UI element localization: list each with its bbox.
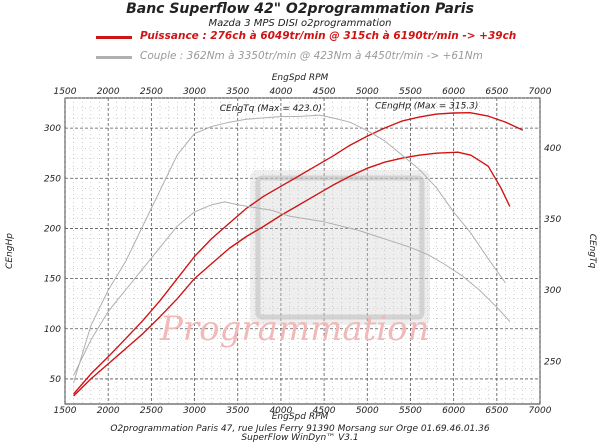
x-axis-title-top: EngSpd RPM <box>272 73 329 83</box>
x-tick-label-bottom: 3000 <box>183 406 206 416</box>
x-tick-label-bottom: 3500 <box>226 406 249 416</box>
y-right-tick-label: 300 <box>544 286 561 296</box>
backdrop-frame <box>255 175 425 320</box>
page-subtitle: Mazda 3 MPS DISI o2programmation <box>208 18 392 29</box>
y-right-tick-label: 350 <box>544 215 561 225</box>
y-axis-left-title: CEngHp <box>5 233 15 269</box>
series-line-torque-stock <box>73 201 511 376</box>
annotations: CEngHp (Max = 315.3) CEngTq (Max = 423.0) <box>220 102 479 114</box>
x-tick-label-top: 5000 <box>356 87 379 97</box>
legend-torque-label: Couple : 362Nm à 3350tr/min @ 423Nm à 44… <box>140 50 483 62</box>
x-tick-label-top: 2000 <box>97 87 120 97</box>
x-tick-label-bottom: 6500 <box>485 406 508 416</box>
annotation-torque-tuned: CEngTq (Max = 423.0) <box>220 104 322 114</box>
x-tick-label-top: 6500 <box>485 87 508 97</box>
watermark: Programmation <box>159 309 430 349</box>
plot-area <box>64 97 541 405</box>
series-line-power-tuned <box>73 111 523 395</box>
y-left-tick-label: 300 <box>44 124 61 134</box>
backdrop-panel <box>250 170 430 325</box>
x-tick-label-top: 7000 <box>529 87 552 97</box>
x-axis-title-bottom: EngSpd RPM <box>272 412 329 422</box>
legend-torque-swatch <box>96 56 132 59</box>
footer-software: SuperFlow WinDyn™ V3.1 <box>241 433 359 443</box>
x-tick-label-bottom: 2000 <box>97 406 120 416</box>
annotation-power-tuned: CEngHp (Max = 315.3) <box>375 102 478 112</box>
footer-address: O2programmation Paris 47, rue Jules Ferr… <box>110 424 490 434</box>
y-left-tick-label: 50 <box>50 375 62 385</box>
series-line-torque-tuned <box>73 114 506 383</box>
x-tick-label-top: 6000 <box>442 87 465 97</box>
x-tick-label-bottom: 4000 <box>269 406 292 416</box>
y-left-tick-label: 200 <box>44 224 61 234</box>
legend-power-swatch <box>96 36 132 39</box>
x-tick-label-bottom: 5500 <box>399 406 422 416</box>
y-left-tick-label: 150 <box>44 275 61 285</box>
x-tick-label-bottom: 4500 <box>313 406 336 416</box>
y-left-tick-label: 100 <box>44 325 61 335</box>
x-tick-label-top: 3000 <box>183 87 206 97</box>
y-right-tick-label: 250 <box>544 357 561 367</box>
grid <box>64 97 541 404</box>
y-left-tick-label: 250 <box>44 174 61 184</box>
page-title: Banc Superflow 42" O2programmation Paris <box>126 1 474 17</box>
x-tick-label-bottom: 2500 <box>140 406 163 416</box>
x-tick-label-bottom: 1500 <box>54 406 77 416</box>
x-tick-label-top: 4000 <box>269 87 292 97</box>
series-layer <box>73 111 523 397</box>
x-tick-label-bottom: 6000 <box>442 406 465 416</box>
x-tick-label-top: 3500 <box>226 87 249 97</box>
x-tick-label-bottom: 5000 <box>356 406 379 416</box>
x-tick-label-top: 1500 <box>54 87 77 97</box>
legend-power-label: Puissance : 276ch à 6049tr/min @ 315ch à… <box>140 30 517 42</box>
x-tick-label-top: 2500 <box>140 87 163 97</box>
backdrop-graphic <box>250 170 430 325</box>
series-line-power-stock <box>73 151 511 397</box>
x-tick-label-top: 5500 <box>399 87 422 97</box>
x-tick-label-top: 4500 <box>313 87 336 97</box>
y-axis-right-title: CEngTq <box>587 234 597 269</box>
ticks: 1500 1500 2000 2000 2500 2500 3000 3000 3500 3500… <box>44 87 562 416</box>
y-right-tick-label: 400 <box>544 144 561 154</box>
x-tick-label-bottom: 7000 <box>529 406 552 416</box>
